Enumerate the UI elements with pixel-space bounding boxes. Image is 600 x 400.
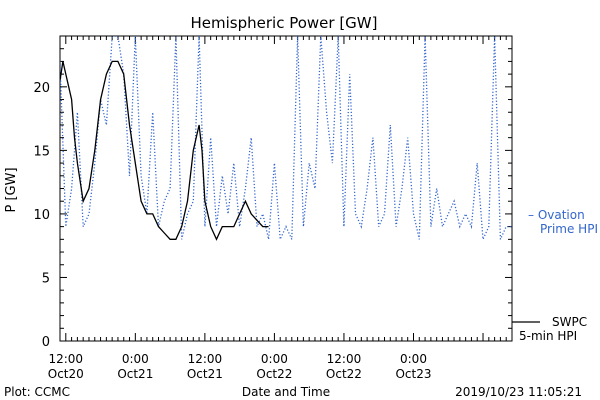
x-tick-label-time: 0:00 — [122, 352, 149, 366]
x-tick-label-time: 12:00 — [327, 352, 362, 366]
x-axis-ticks: 12:00Oct200:00Oct2112:00Oct210:00Oct2212… — [48, 36, 513, 381]
y-tick-label: 20 — [33, 81, 50, 96]
chart-title: Hemispheric Power [GW] — [191, 14, 378, 32]
x-tick-label-date: Oct21 — [187, 367, 223, 381]
y-tick-label: 15 — [33, 144, 50, 159]
legend-swpc-line1: SWPC — [552, 315, 587, 329]
x-tick-label-time: 0:00 — [261, 352, 288, 366]
y-tick-label: 5 — [42, 271, 50, 286]
x-tick-label-date: Oct21 — [117, 367, 153, 381]
series-ovation-prime-line — [60, 36, 512, 240]
series-swpc-line — [60, 60, 269, 241]
legend-ovation: – Ovation Prime HPI — [528, 208, 598, 236]
legend-ovation-line1: – Ovation — [528, 208, 585, 222]
y-axis-label: P [GW] — [4, 167, 19, 212]
legend-swpc-line2: 5-min HPI — [519, 329, 577, 343]
x-tick-label-date: Oct20 — [48, 367, 84, 381]
y-tick-label: 0 — [42, 335, 50, 350]
x-tick-label-time: 12:00 — [188, 352, 223, 366]
footer-timestamp: 2019/10/23 11:05:21 — [455, 385, 582, 399]
x-tick-label-time: 0:00 — [400, 352, 427, 366]
legend-ovation-line2: Prime HPI — [540, 222, 598, 236]
x-tick-label-time: 12:00 — [48, 352, 83, 366]
footer-credit: Plot: CCMC — [4, 385, 70, 399]
x-tick-label-date: Oct23 — [395, 367, 431, 381]
x-tick-label-date: Oct22 — [326, 367, 362, 381]
series-layer — [60, 36, 512, 241]
x-axis-label: Date and Time — [242, 385, 330, 399]
legend-swpc: SWPC 5-min HPI — [512, 315, 587, 343]
x-tick-label-date: Oct22 — [256, 367, 292, 381]
y-tick-label: 10 — [33, 208, 50, 223]
